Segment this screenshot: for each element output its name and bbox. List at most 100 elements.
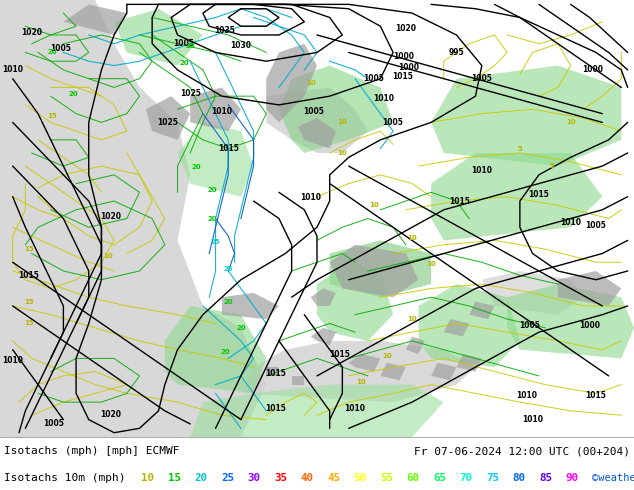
Text: 1010: 1010 bbox=[560, 219, 581, 227]
Text: 1015: 1015 bbox=[266, 369, 286, 378]
Text: 15: 15 bbox=[23, 320, 34, 326]
Text: 10: 10 bbox=[369, 202, 379, 208]
Polygon shape bbox=[482, 271, 583, 315]
Polygon shape bbox=[266, 44, 317, 122]
Polygon shape bbox=[418, 284, 520, 367]
Polygon shape bbox=[311, 328, 336, 345]
Text: 1015: 1015 bbox=[218, 144, 238, 153]
Text: 1015: 1015 bbox=[266, 404, 286, 413]
Text: 20: 20 bbox=[207, 217, 217, 222]
Text: 20: 20 bbox=[195, 473, 207, 483]
Polygon shape bbox=[406, 337, 425, 354]
Text: 1005: 1005 bbox=[50, 44, 70, 52]
Text: 40: 40 bbox=[301, 473, 313, 483]
Polygon shape bbox=[431, 363, 456, 380]
Text: 1020: 1020 bbox=[100, 410, 122, 419]
Text: 5: 5 bbox=[517, 147, 522, 152]
Polygon shape bbox=[241, 341, 476, 402]
Polygon shape bbox=[330, 241, 431, 297]
Polygon shape bbox=[507, 284, 634, 358]
Polygon shape bbox=[266, 367, 279, 376]
Text: 1015: 1015 bbox=[18, 271, 39, 280]
Text: 1005: 1005 bbox=[304, 107, 324, 116]
Text: 35: 35 bbox=[274, 473, 287, 483]
Text: 1010: 1010 bbox=[515, 391, 537, 400]
Polygon shape bbox=[146, 96, 190, 140]
Polygon shape bbox=[190, 87, 241, 131]
Text: 60: 60 bbox=[406, 473, 420, 483]
Polygon shape bbox=[431, 66, 621, 166]
Text: 65: 65 bbox=[433, 473, 446, 483]
Polygon shape bbox=[292, 376, 304, 385]
Text: 35: 35 bbox=[185, 43, 195, 49]
Text: 1000: 1000 bbox=[579, 321, 600, 330]
Polygon shape bbox=[222, 293, 279, 319]
Text: 10: 10 bbox=[356, 379, 366, 386]
Text: 1005: 1005 bbox=[519, 321, 540, 330]
Text: 10: 10 bbox=[141, 473, 155, 483]
Text: 1015: 1015 bbox=[529, 190, 549, 199]
Text: Fr 07-06-2024 12:00 UTC (00+204): Fr 07-06-2024 12:00 UTC (00+204) bbox=[414, 446, 630, 456]
Text: 85: 85 bbox=[539, 473, 552, 483]
Text: 1030: 1030 bbox=[230, 41, 252, 50]
Text: 10: 10 bbox=[382, 353, 392, 359]
Text: 1020: 1020 bbox=[21, 28, 42, 37]
Text: 1005: 1005 bbox=[472, 74, 492, 83]
Text: 15: 15 bbox=[23, 246, 34, 252]
Text: 995: 995 bbox=[449, 48, 464, 57]
Text: 55: 55 bbox=[380, 473, 393, 483]
Text: 10: 10 bbox=[407, 235, 417, 241]
Text: 20: 20 bbox=[207, 187, 217, 193]
Text: 45: 45 bbox=[327, 473, 340, 483]
Text: 10: 10 bbox=[337, 150, 347, 156]
Text: 1015: 1015 bbox=[329, 349, 349, 359]
Text: 20: 20 bbox=[179, 60, 189, 66]
Polygon shape bbox=[63, 4, 127, 35]
Text: 20: 20 bbox=[220, 349, 230, 355]
Text: 1010: 1010 bbox=[471, 166, 493, 175]
Polygon shape bbox=[456, 354, 482, 371]
Polygon shape bbox=[317, 262, 393, 341]
Polygon shape bbox=[380, 363, 406, 380]
Text: 25: 25 bbox=[211, 239, 220, 245]
Polygon shape bbox=[266, 87, 368, 153]
Text: 80: 80 bbox=[512, 473, 526, 483]
Text: 1015: 1015 bbox=[392, 72, 413, 81]
Text: 1010: 1010 bbox=[300, 193, 321, 202]
Text: 10: 10 bbox=[426, 262, 436, 268]
Text: 10: 10 bbox=[103, 253, 113, 259]
Text: Isotachs (mph) [mph] ECMWF: Isotachs (mph) [mph] ECMWF bbox=[4, 446, 179, 456]
Text: 1020: 1020 bbox=[395, 24, 417, 33]
Text: 1005: 1005 bbox=[383, 118, 403, 127]
Text: 75: 75 bbox=[486, 473, 499, 483]
Text: 1025: 1025 bbox=[158, 118, 178, 127]
Text: 1000: 1000 bbox=[393, 52, 415, 61]
Text: 1005: 1005 bbox=[44, 419, 64, 428]
Text: 25: 25 bbox=[221, 473, 234, 483]
Text: 1015: 1015 bbox=[450, 196, 470, 206]
Text: 1000: 1000 bbox=[582, 66, 604, 74]
Text: 1005: 1005 bbox=[364, 74, 384, 83]
Text: 1005: 1005 bbox=[586, 220, 606, 230]
Text: 25: 25 bbox=[224, 266, 233, 272]
Text: 1010: 1010 bbox=[2, 356, 23, 365]
Text: 30: 30 bbox=[247, 473, 261, 483]
Text: 5: 5 bbox=[549, 163, 554, 169]
Text: 10: 10 bbox=[306, 80, 316, 86]
Polygon shape bbox=[279, 66, 393, 153]
Text: 50: 50 bbox=[354, 473, 366, 483]
Text: 15: 15 bbox=[23, 298, 34, 305]
Text: 90: 90 bbox=[566, 473, 578, 483]
Polygon shape bbox=[431, 153, 602, 241]
Polygon shape bbox=[114, 9, 203, 66]
Polygon shape bbox=[311, 289, 336, 306]
Text: 1010: 1010 bbox=[522, 415, 543, 424]
Polygon shape bbox=[0, 0, 266, 437]
Text: 20: 20 bbox=[223, 298, 233, 305]
Polygon shape bbox=[165, 306, 266, 393]
Text: 10: 10 bbox=[566, 120, 576, 125]
Polygon shape bbox=[469, 301, 495, 319]
Text: 20: 20 bbox=[191, 164, 202, 170]
Text: 20: 20 bbox=[48, 49, 58, 55]
Text: 1005: 1005 bbox=[174, 39, 194, 48]
